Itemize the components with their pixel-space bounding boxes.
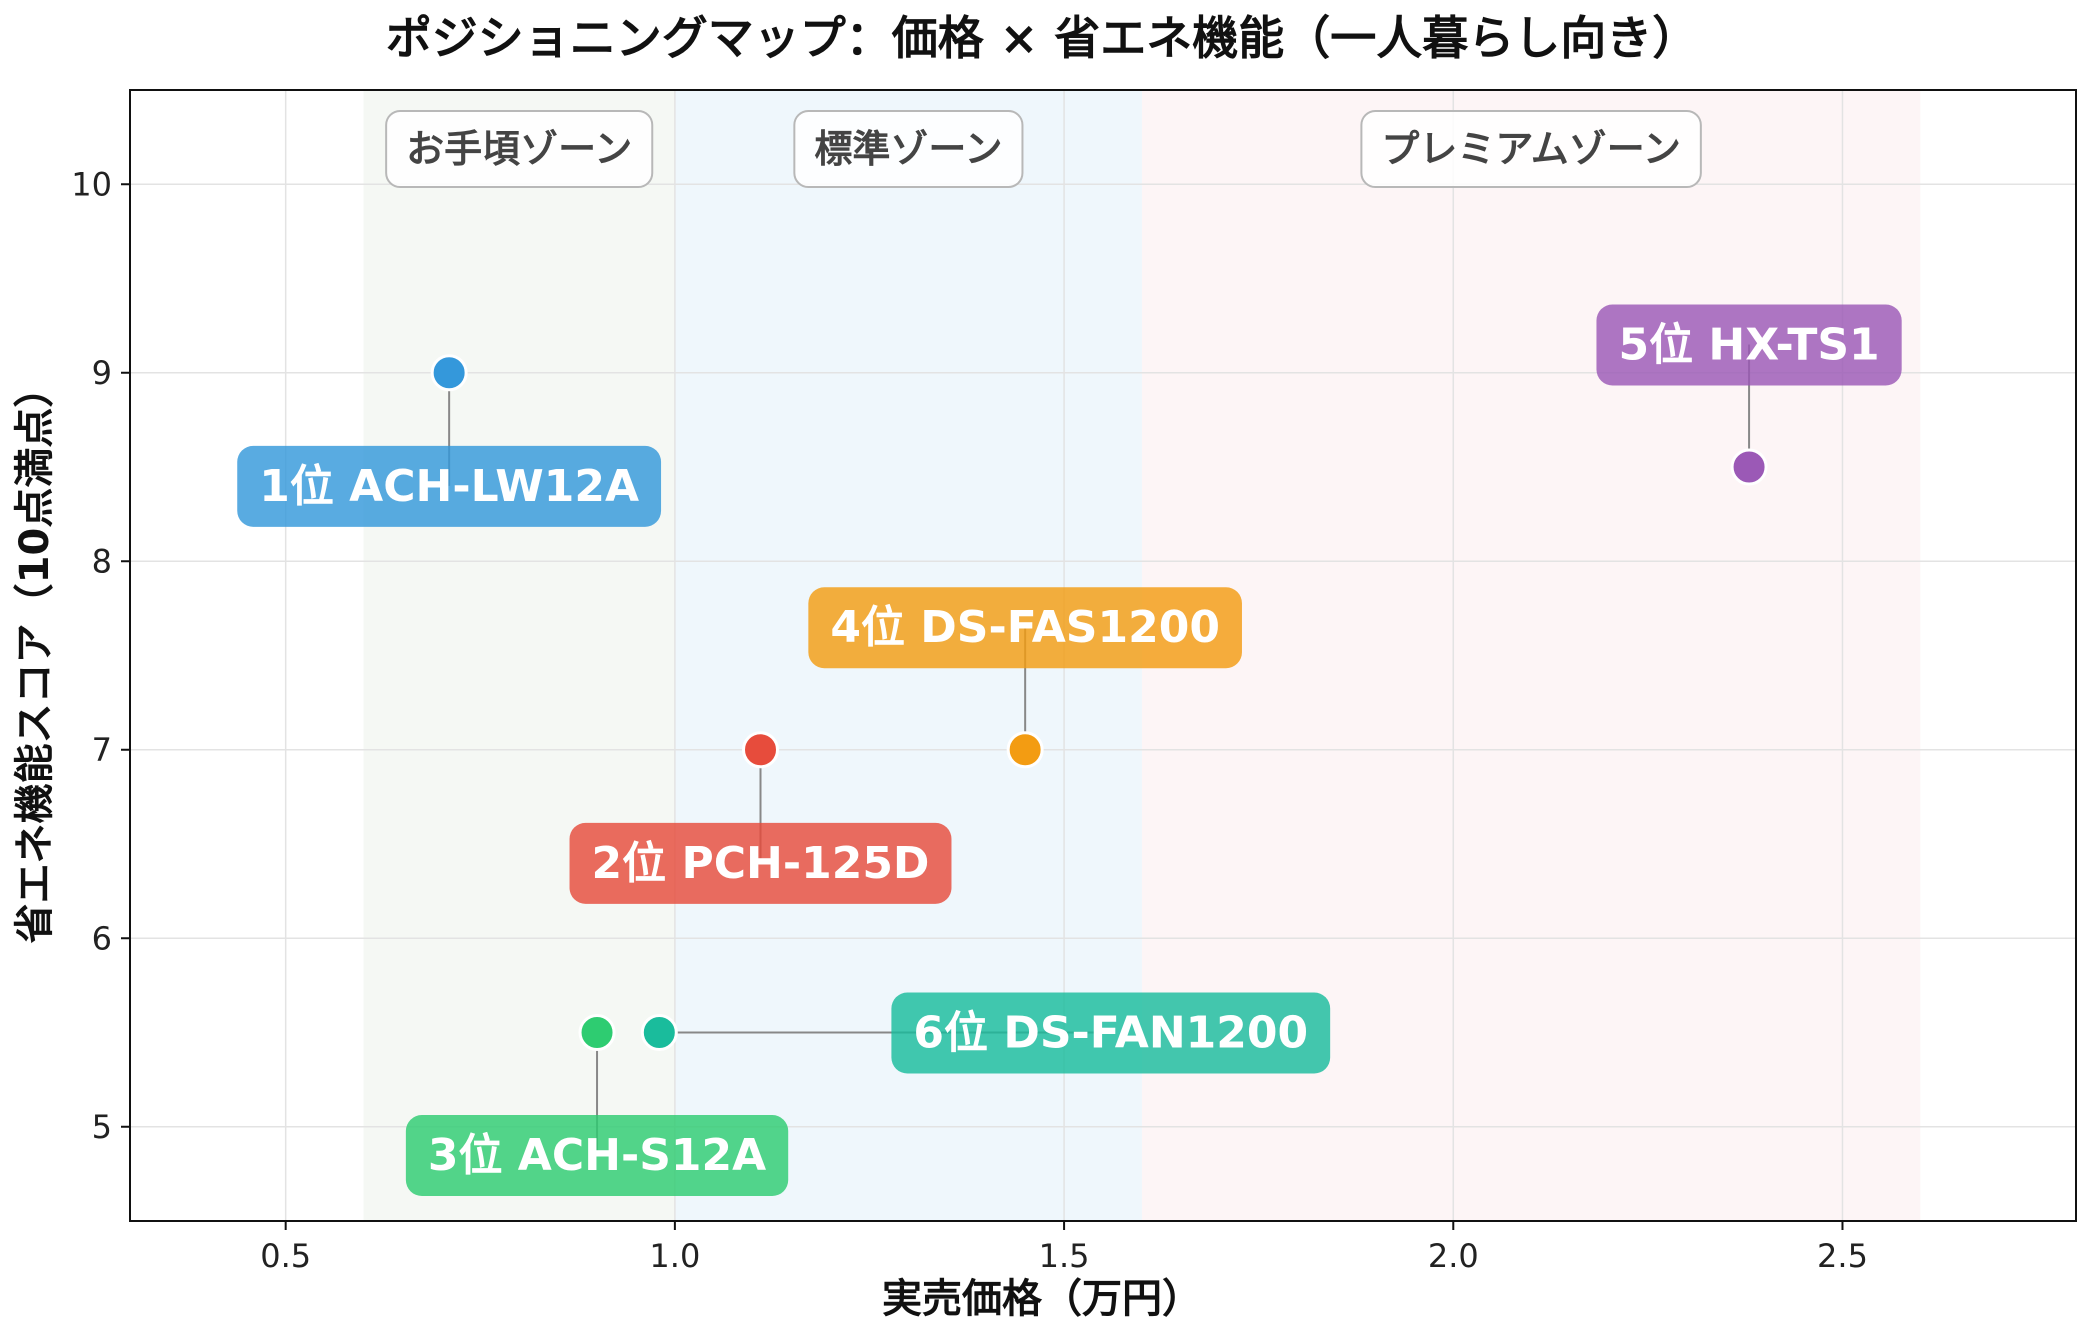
point-label-box: [569, 822, 952, 904]
zone-label-box: [793, 110, 1024, 188]
point-label-box: [808, 587, 1242, 669]
point-label-box: [891, 992, 1331, 1074]
point-label-box: [237, 445, 662, 527]
point-label-box: [405, 1115, 789, 1197]
data-point-1: [430, 354, 468, 392]
point-label-1: 1位 ACH-LW12A: [237, 445, 662, 527]
plot-area-frame: [129, 89, 2077, 1222]
zone-label-text: お手頃ゾーン: [406, 127, 632, 171]
ticks-layer: 0.5 1.0 1.5 2.0 2.5 5 6 7 8 9 10: [71, 165, 1868, 1275]
data-point-4: [1006, 731, 1044, 769]
x-tick-label-4: 2.0: [1428, 1237, 1479, 1275]
y-tick-label-6: 10: [71, 165, 112, 203]
point-label-2: 2位 PCH-125D: [569, 822, 952, 904]
point-label-text: 6位 DS-FAN1200: [913, 1008, 1308, 1059]
points-layer: [430, 354, 1768, 1051]
zone-label-box: [385, 110, 654, 188]
zone-labels-layer: お手頃ゾーン 標準ゾーン プレミアムゾーン: [385, 110, 1702, 188]
y-tick-label-2: 6: [92, 919, 112, 957]
point-label-3: 3位 ACH-S12A: [405, 1115, 789, 1197]
data-point-6: [640, 1014, 678, 1051]
point-label-6: 6位 DS-FAN1200: [891, 992, 1331, 1074]
data-point-2: [742, 731, 780, 769]
y-tick-label-1: 5: [92, 1108, 112, 1146]
point-label-box: [1596, 304, 1902, 386]
data-point-3: [578, 1014, 616, 1051]
point-label-text: 3位 ACH-S12A: [428, 1130, 766, 1181]
point-label-4: 4位 DS-FAS1200: [808, 587, 1242, 669]
data-point-5: [1730, 448, 1768, 486]
x-tick-label-3: 1.5: [1039, 1237, 1090, 1275]
y-tick-label-4: 8: [92, 542, 112, 580]
y-axis-label: 省エネ機能スコア（10点満点）: [12, 368, 58, 944]
y-tick-label-3: 7: [92, 731, 112, 769]
zone-label-2: 標準ゾーン: [793, 110, 1024, 188]
chart-title: ポジショニングマップ：価格 × 省エネ機能（一人暮らし向き）: [386, 11, 1699, 65]
x-tick-label-1: 0.5: [260, 1237, 311, 1275]
zone-label-1: お手頃ゾーン: [385, 110, 654, 188]
y-tick-label-5: 9: [92, 354, 112, 392]
point-label-text: 2位 PCH-125D: [592, 838, 930, 889]
point-label-text: 5位 HX-TS1: [1618, 319, 1879, 370]
zone-label-text: 標準ゾーン: [814, 127, 1002, 171]
point-labels-layer: 1位 ACH-LW12A 2位 PCH-125D 3位 ACH-S12A 4位 DS-…: [237, 304, 1902, 1197]
zone-label-text: プレミアムゾーン: [1381, 127, 1680, 171]
x-tick-label-5: 2.5: [1817, 1237, 1868, 1275]
zone-band-1: [363, 90, 675, 1221]
x-axis-label: 実売価格（万円）: [882, 1276, 1202, 1322]
zone-label-box: [1360, 110, 1702, 188]
point-label-text: 1位 ACH-LW12A: [259, 461, 639, 512]
x-tick-label-2: 1.0: [649, 1237, 700, 1275]
point-label-text: 4位 DS-FAS1200: [830, 602, 1220, 653]
point-label-5: 5位 HX-TS1: [1596, 304, 1902, 386]
zone-label-3: プレミアムゾーン: [1360, 110, 1702, 188]
